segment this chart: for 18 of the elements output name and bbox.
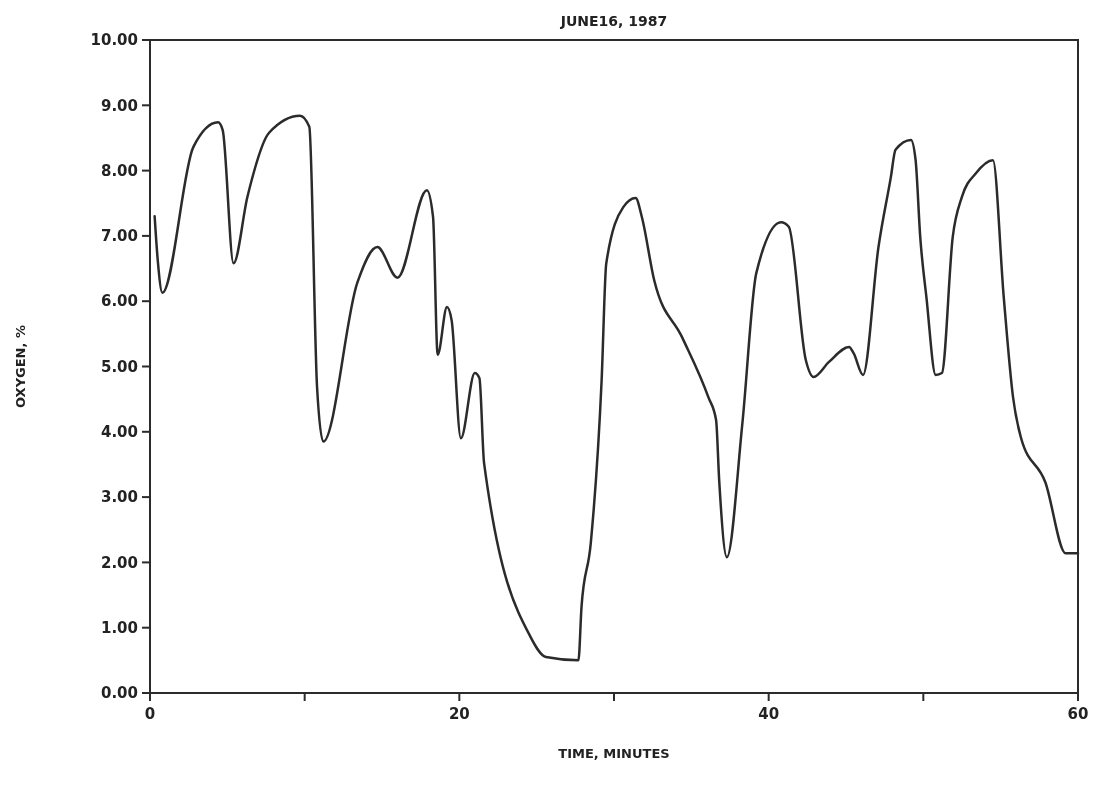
y-tick-label: 6.00: [100, 292, 138, 311]
x-tick-label: 60: [1067, 705, 1089, 723]
y-tick-label: 2.00: [100, 553, 138, 572]
x-axis-title: TIME, MINUTES: [558, 746, 670, 761]
y-tick-label: 5.00: [100, 357, 138, 376]
y-axis-title: OXYGEN, %: [13, 325, 28, 408]
chart-title: JUNE16, 1987: [559, 13, 668, 29]
y-tick-label: 3.00: [100, 488, 138, 507]
y-tick-label: 1.00: [100, 618, 138, 637]
y-tick-label: 10.00: [90, 31, 138, 50]
y-tick-label: 9.00: [100, 96, 138, 115]
y-tick-label: 0.00: [100, 684, 138, 703]
x-tick-label: 0: [144, 705, 156, 723]
y-tick-label: 4.00: [100, 423, 138, 442]
y-tick-label: 8.00: [100, 161, 138, 180]
x-tick-label: 40: [758, 705, 780, 723]
y-tick-label: 7.00: [100, 227, 138, 246]
x-tick-label: 20: [448, 705, 470, 723]
